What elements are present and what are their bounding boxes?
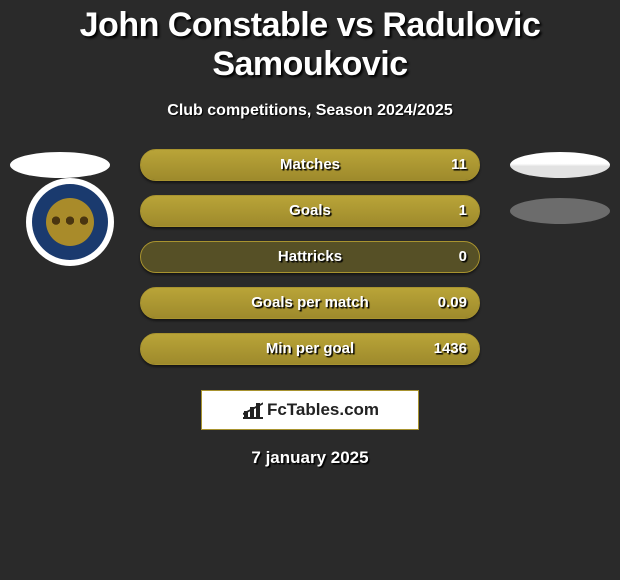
lion-icon xyxy=(64,215,76,229)
stat-row: Min per goal1436 xyxy=(0,332,620,378)
stat-bar: Min per goal1436 xyxy=(140,333,480,365)
stat-value: 0 xyxy=(459,248,467,265)
brand-text: FcTables.com xyxy=(267,400,379,420)
stat-value: 0.09 xyxy=(438,294,467,311)
player-badge-left xyxy=(10,152,110,178)
stat-label: Goals per match xyxy=(141,294,479,311)
stat-bar: Hattricks0 xyxy=(140,241,480,273)
player-badge-right xyxy=(510,152,610,178)
stat-label: Goals xyxy=(141,202,479,219)
date-label: 7 january 2025 xyxy=(0,448,620,468)
stat-value: 1436 xyxy=(434,340,467,357)
brand-logo[interactable]: FcTables.com xyxy=(201,390,419,430)
stat-value: 1 xyxy=(459,202,467,219)
stat-label: Matches xyxy=(141,156,479,173)
stat-bar: Goals1 xyxy=(140,195,480,227)
club-badge-left xyxy=(28,180,112,264)
stat-label: Hattricks xyxy=(141,248,479,265)
stats-rows: Matches11 Goals1 Hattricks0 Goals per match… xyxy=(0,148,620,378)
chart-icon xyxy=(241,401,263,419)
stat-bar: Matches11 xyxy=(140,149,480,181)
page-title: John Constable vs Radulovic Samoukovic xyxy=(0,6,620,84)
stat-row: Goals per match0.09 xyxy=(0,286,620,332)
stat-value: 11 xyxy=(451,156,467,173)
lion-icon xyxy=(50,215,62,229)
subtitle: Club competitions, Season 2024/2025 xyxy=(0,102,620,120)
club-badge-inner xyxy=(46,198,94,246)
stat-bar: Goals per match0.09 xyxy=(140,287,480,319)
stat-label: Min per goal xyxy=(141,340,479,357)
comparison-card: John Constable vs Radulovic Samoukovic C… xyxy=(0,0,620,468)
lion-icon xyxy=(78,215,90,229)
player-badge-right xyxy=(510,198,610,224)
